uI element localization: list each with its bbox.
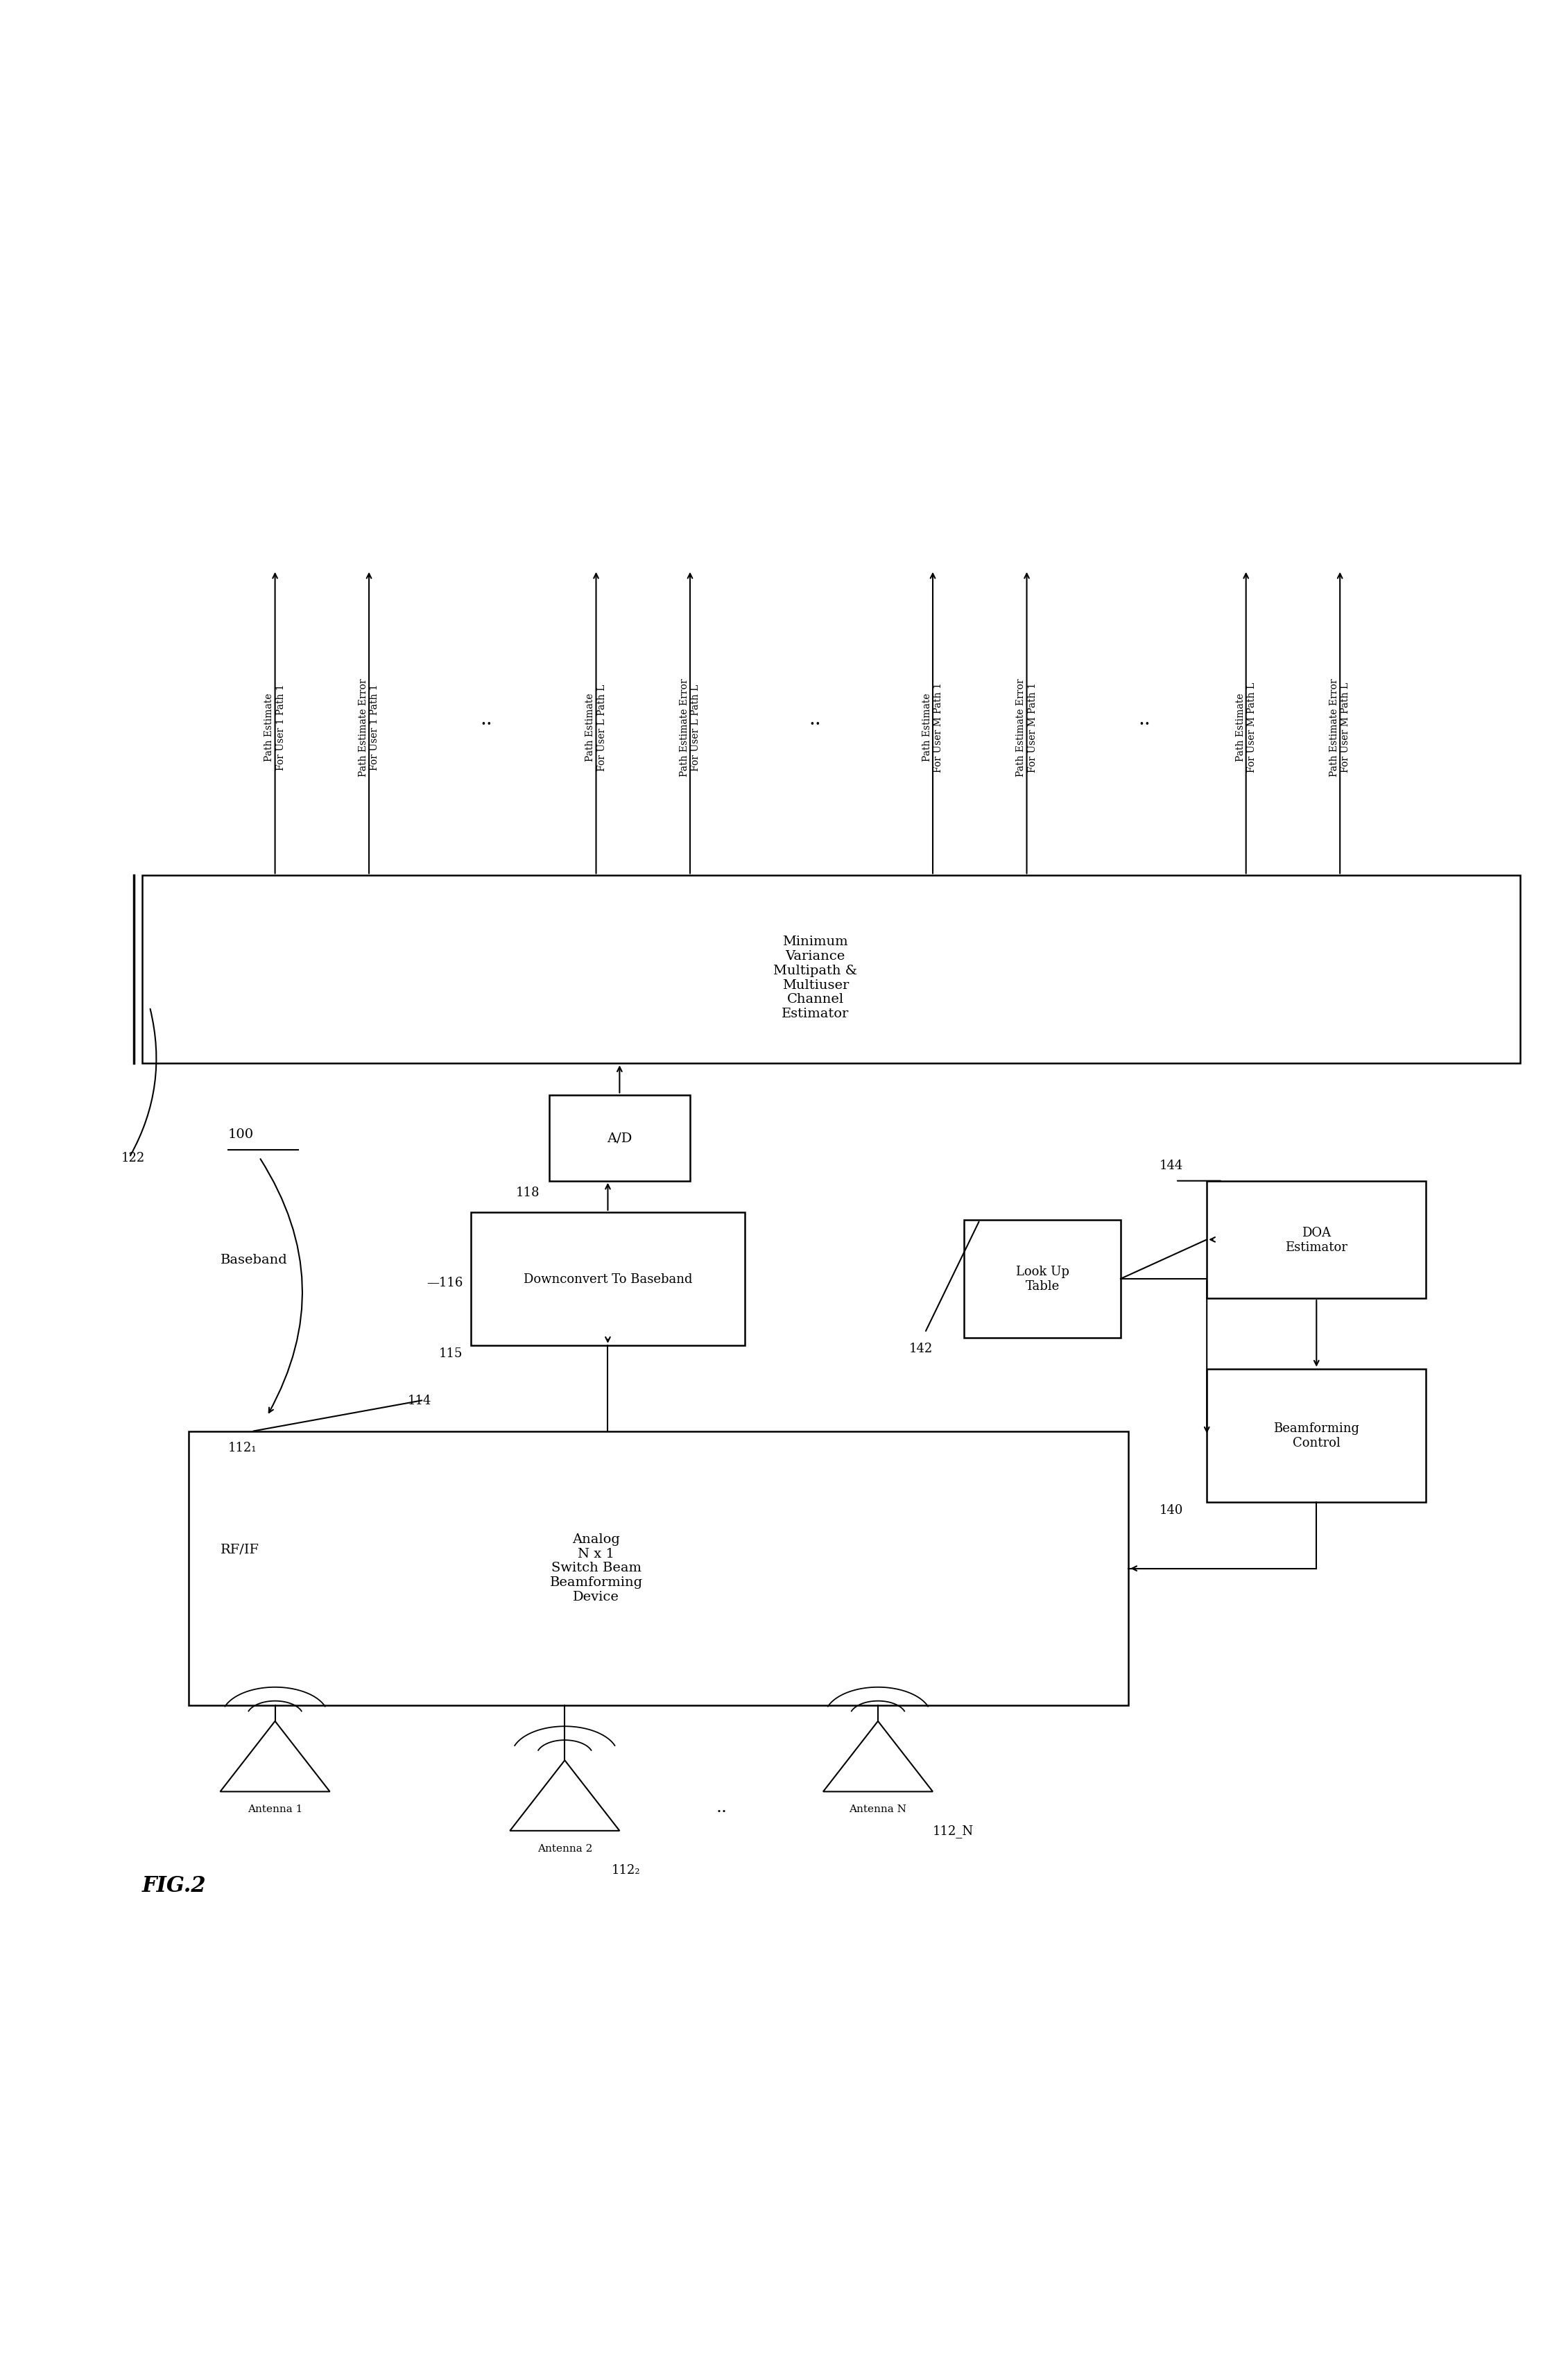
Bar bbox=[143, 875, 1519, 1063]
Text: ..: .. bbox=[809, 711, 822, 728]
Text: Antenna N: Antenna N bbox=[850, 1805, 906, 1814]
Text: Look Up
Table: Look Up Table bbox=[1016, 1265, 1069, 1294]
Text: Path Estimate
For User M Path L: Path Estimate For User M Path L bbox=[1236, 682, 1256, 773]
Text: 114: 114 bbox=[408, 1394, 431, 1408]
Bar bbox=[188, 1432, 1129, 1705]
Bar bbox=[470, 1213, 745, 1346]
Text: 115: 115 bbox=[439, 1348, 463, 1360]
Text: RF/IF: RF/IF bbox=[220, 1543, 259, 1555]
Bar bbox=[1207, 1370, 1425, 1503]
Text: 112_N: 112_N bbox=[933, 1824, 974, 1838]
Text: Path Estimate Error
For User M Path L: Path Estimate Error For User M Path L bbox=[1330, 678, 1350, 775]
Text: Beamforming
Control: Beamforming Control bbox=[1273, 1422, 1359, 1448]
Text: 112₂: 112₂ bbox=[612, 1864, 641, 1876]
Text: Path Estimate
For User L Path L: Path Estimate For User L Path L bbox=[585, 685, 607, 770]
Text: Path Estimate
For User 1 Path 1: Path Estimate For User 1 Path 1 bbox=[265, 685, 285, 770]
Bar bbox=[964, 1220, 1121, 1339]
Text: Minimum
Variance
Multipath &
Multiuser
Channel
Estimator: Minimum Variance Multipath & Multiuser C… bbox=[773, 935, 858, 1020]
Text: ..: .. bbox=[480, 711, 492, 728]
Text: Path Estimate Error
For User 1 Path 1: Path Estimate Error For User 1 Path 1 bbox=[359, 678, 379, 775]
Text: DOA
Estimator: DOA Estimator bbox=[1286, 1227, 1347, 1253]
Text: 140: 140 bbox=[1159, 1503, 1184, 1517]
Text: Analog
N x 1
Switch Beam
Beamforming
Device: Analog N x 1 Switch Beam Beamforming Dev… bbox=[549, 1534, 643, 1603]
Text: Path Estimate Error
For User L Path L: Path Estimate Error For User L Path L bbox=[679, 678, 701, 775]
Bar bbox=[549, 1094, 690, 1182]
Text: 100: 100 bbox=[227, 1127, 254, 1141]
Text: 118: 118 bbox=[516, 1187, 539, 1199]
Text: FIG.2: FIG.2 bbox=[143, 1874, 205, 1895]
Text: Path Estimate Error
For User M Path 1: Path Estimate Error For User M Path 1 bbox=[1016, 678, 1036, 775]
Text: Baseband: Baseband bbox=[220, 1253, 287, 1265]
Text: 142: 142 bbox=[909, 1344, 933, 1355]
Text: 122: 122 bbox=[121, 1151, 146, 1163]
Bar bbox=[1207, 1182, 1425, 1298]
Text: Downconvert To Baseband: Downconvert To Baseband bbox=[524, 1272, 691, 1284]
Text: Antenna 1: Antenna 1 bbox=[248, 1805, 303, 1814]
Text: Antenna 2: Antenna 2 bbox=[538, 1843, 593, 1852]
Text: 144: 144 bbox=[1160, 1160, 1184, 1172]
Text: ..: .. bbox=[717, 1800, 728, 1814]
Text: 112₁: 112₁ bbox=[227, 1441, 257, 1453]
Text: —116: —116 bbox=[426, 1277, 463, 1289]
Text: A/D: A/D bbox=[607, 1132, 632, 1144]
Text: Path Estimate
For User M Path 1: Path Estimate For User M Path 1 bbox=[922, 682, 944, 773]
Text: ..: .. bbox=[1138, 711, 1151, 728]
